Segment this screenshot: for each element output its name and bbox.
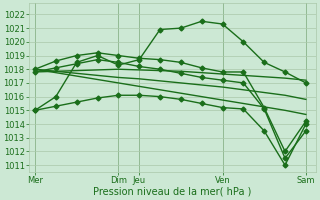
X-axis label: Pression niveau de la mer( hPa ): Pression niveau de la mer( hPa ) bbox=[93, 187, 252, 197]
